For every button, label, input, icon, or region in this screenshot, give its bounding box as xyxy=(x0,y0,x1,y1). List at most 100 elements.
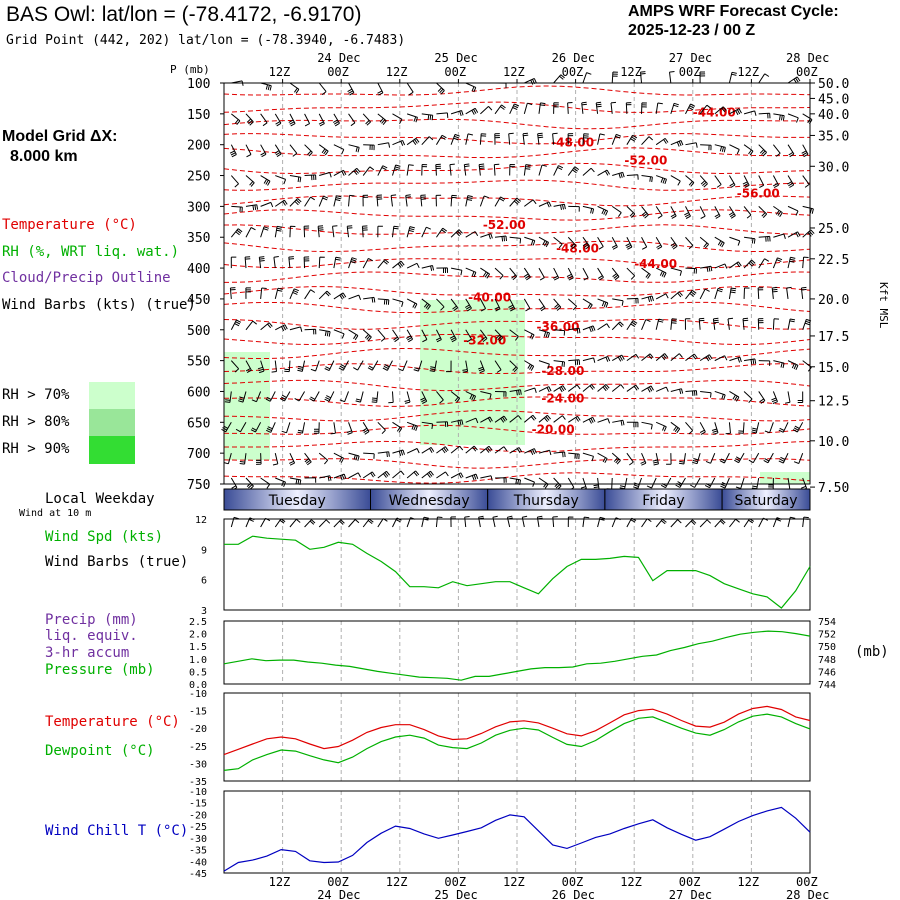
wind-barb xyxy=(420,391,428,404)
wind-barb xyxy=(332,225,338,238)
wind-barb xyxy=(714,355,728,362)
temperature-contour xyxy=(223,333,811,346)
wind-barb xyxy=(625,237,633,250)
wind-barb xyxy=(582,384,595,392)
wind-barb xyxy=(704,477,716,489)
wind-barb xyxy=(714,106,727,115)
wind-barb xyxy=(619,477,628,490)
wind-barb xyxy=(480,106,493,115)
wind-barb xyxy=(421,446,435,454)
temperature-contour xyxy=(223,101,811,113)
wind-barb xyxy=(641,421,653,430)
wind-barb xyxy=(802,229,815,238)
top-day-label: 24 Dec xyxy=(317,51,360,65)
wind-barb xyxy=(567,384,581,392)
wind-barb xyxy=(597,355,611,362)
wind-barb xyxy=(700,390,712,398)
wind-barb xyxy=(685,519,697,528)
wind-barb xyxy=(538,329,550,338)
temperature-contour xyxy=(223,147,811,159)
wind-barb xyxy=(772,175,780,189)
wind-barb xyxy=(524,387,537,393)
wind-barb xyxy=(436,298,445,311)
wind-barb xyxy=(464,516,470,528)
wind-barb xyxy=(377,451,390,458)
wind-barb xyxy=(735,477,745,489)
wind-barb xyxy=(553,329,566,336)
precip-tick: 1.5 xyxy=(189,642,207,653)
wind-barb xyxy=(553,74,565,84)
contour-label: -52.00 xyxy=(624,153,667,167)
pressure-tick-label: 100 xyxy=(187,77,210,92)
wind-barb xyxy=(802,113,813,125)
wind-barb xyxy=(303,256,310,269)
wind-barb xyxy=(597,323,610,331)
wind-barb xyxy=(655,386,669,392)
wind-barb xyxy=(238,391,247,403)
legend-wind-barbs: Wind Barbs (kts) (true) xyxy=(2,297,196,313)
wind-barb xyxy=(421,298,431,310)
wind-barb xyxy=(436,421,449,427)
wind-barb xyxy=(568,452,580,460)
wind-barb xyxy=(435,194,442,207)
wind-barb xyxy=(495,82,507,89)
wind-chill-tick: -15 xyxy=(189,799,207,810)
bottom-hour-label: 00Z xyxy=(327,875,349,889)
wind-barb xyxy=(362,329,372,342)
wind-barb xyxy=(802,318,812,330)
wind-barb xyxy=(450,298,459,312)
wind-barb xyxy=(279,391,291,402)
wind-barb xyxy=(289,175,302,183)
wind-barb xyxy=(406,113,418,123)
wind-barb xyxy=(524,448,537,456)
wind-barb xyxy=(318,519,331,528)
wind-barb xyxy=(597,133,605,145)
wind-barb xyxy=(734,452,745,464)
wind-barb xyxy=(289,477,302,485)
wind-barb xyxy=(362,257,374,269)
wind-barb xyxy=(479,133,487,145)
precip-tick: 2.5 xyxy=(189,617,207,628)
wind-barb xyxy=(235,422,247,433)
wind-barb xyxy=(274,225,283,238)
wind-barb xyxy=(318,82,327,96)
wind-barb xyxy=(729,236,741,246)
wind-barb xyxy=(670,291,683,300)
wind-barb xyxy=(655,293,669,300)
wind-barb xyxy=(509,447,523,454)
wind-barb xyxy=(785,391,791,404)
top-hour-label: 00Z xyxy=(444,65,466,79)
kft-tick-label: 25.0 xyxy=(818,222,849,237)
wind-barb xyxy=(641,353,654,362)
wind-barb xyxy=(641,136,654,146)
wind-barb xyxy=(597,236,604,250)
wind-barb xyxy=(435,163,442,176)
wind-barb xyxy=(553,360,565,367)
wind-barb xyxy=(245,204,259,211)
wind-barb xyxy=(450,516,457,528)
panel-frame xyxy=(223,518,811,611)
wind-barb xyxy=(260,113,268,127)
wind-barb xyxy=(450,419,464,426)
kft-tick-label: 50.0 xyxy=(818,77,849,92)
wind-barb xyxy=(670,206,677,219)
wind-barb xyxy=(655,206,663,219)
wind-speed-tick: 6 xyxy=(201,576,207,587)
dewpoint-line xyxy=(223,713,811,771)
wind-barb xyxy=(640,452,647,466)
wind-barb xyxy=(348,472,362,479)
wind-barb xyxy=(699,175,708,188)
wind-barb xyxy=(758,175,765,189)
wind-barb xyxy=(626,134,638,145)
wind-barb xyxy=(333,169,347,176)
wind-barb xyxy=(449,329,457,343)
wind-barb xyxy=(353,360,364,371)
wind-barb xyxy=(553,451,566,458)
wind-barb xyxy=(244,256,251,269)
contour-label: -40.00 xyxy=(468,290,511,304)
wind-barb xyxy=(462,360,469,373)
wind-barb xyxy=(787,231,801,238)
wind-barb xyxy=(797,391,804,403)
wind-barb xyxy=(449,163,455,176)
wind-barb xyxy=(245,320,258,331)
